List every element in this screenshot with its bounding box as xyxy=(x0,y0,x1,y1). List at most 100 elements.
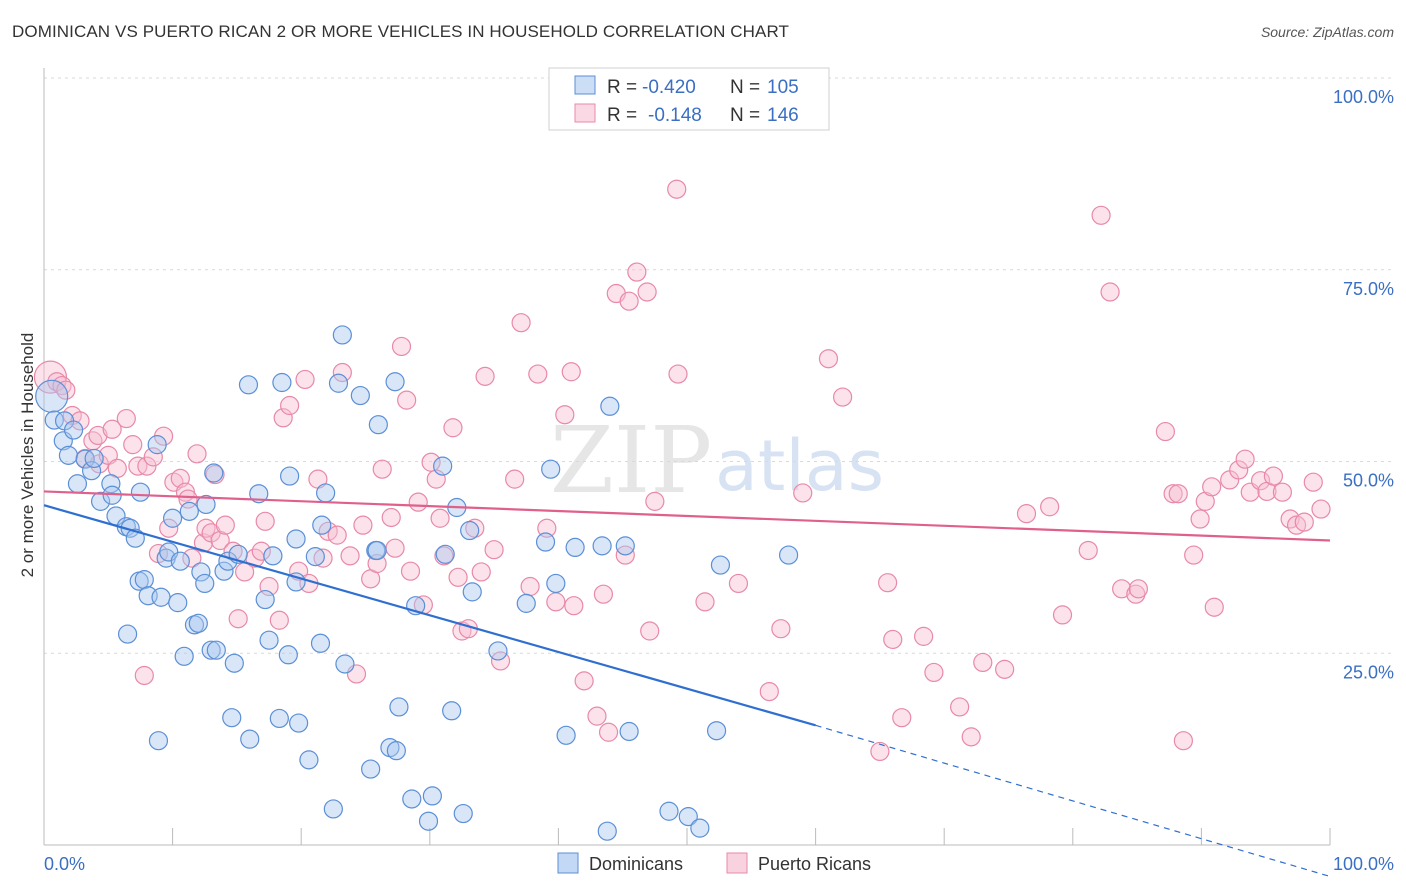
puerto-ricans-point xyxy=(1229,460,1249,480)
puerto-ricans-point xyxy=(88,425,108,446)
dominicans-point xyxy=(148,731,169,751)
dominicans-point xyxy=(332,325,352,345)
puerto-ricans-point xyxy=(883,629,903,650)
puerto-ricans-point xyxy=(182,548,202,568)
dominicans-point xyxy=(535,532,556,552)
dominicans-point xyxy=(81,461,102,481)
dominicans-point xyxy=(204,463,224,483)
dominicans-point xyxy=(460,520,480,541)
puerto-ricans-point xyxy=(528,364,548,384)
dominicans-point xyxy=(201,640,221,660)
bottom-legend-swatch-puerto-ricans xyxy=(726,852,748,874)
puerto-ricans-point xyxy=(546,592,566,612)
series-dominicans xyxy=(35,325,799,841)
puerto-ricans-point xyxy=(818,349,839,369)
dominicans-point xyxy=(222,708,242,728)
puerto-ricans-point xyxy=(1294,512,1314,532)
correlation-legend: R = -0.420 N = 105 R = -0.148 N = 146 xyxy=(548,67,830,131)
legend-r-value-1: -0.420 xyxy=(642,77,696,98)
dominicans-point xyxy=(263,546,283,566)
puerto-ricans-point xyxy=(353,515,373,535)
dominicans-point xyxy=(240,729,260,749)
puerto-ricans-point xyxy=(1126,584,1146,604)
puerto-ricans-point xyxy=(397,390,417,410)
puerto-ricans-point xyxy=(637,282,657,302)
dominicans-point xyxy=(453,803,473,824)
puerto-ricans-point xyxy=(1184,545,1204,565)
puerto-ricans-point xyxy=(205,464,225,485)
puerto-ricans-point xyxy=(228,609,248,629)
dominicans-point xyxy=(541,459,561,479)
puerto-ricans-point xyxy=(134,665,154,686)
puerto-ricans-point xyxy=(1052,605,1073,625)
dominicans-point xyxy=(280,466,300,486)
legend-box xyxy=(548,67,830,131)
puerto-ricans-point xyxy=(728,573,749,594)
y-tick-label: 50.0% xyxy=(1343,471,1394,491)
dominicans-trend-line xyxy=(43,504,816,727)
dominicans-point xyxy=(778,545,799,565)
puerto-ricans-point xyxy=(1204,597,1224,617)
puerto-ricans-point xyxy=(255,511,275,531)
dominicans-point xyxy=(402,789,422,809)
dominicans-point xyxy=(690,818,710,838)
dominicans-point xyxy=(35,379,69,413)
dominicans-point xyxy=(195,573,215,594)
puerto-ricans-point xyxy=(269,610,289,630)
puerto-ricans-point xyxy=(537,518,557,538)
dominicans-point xyxy=(367,540,387,561)
dominicans-point xyxy=(289,713,309,733)
puerto-ricans-point xyxy=(1163,484,1183,504)
puerto-ricans-point xyxy=(667,179,687,199)
dominicans-point xyxy=(179,501,199,521)
puerto-ricans-point xyxy=(98,445,118,465)
dominicans-point xyxy=(442,701,462,721)
legend-r-value-2: -0.148 xyxy=(648,105,702,126)
puerto-ricans-point xyxy=(340,546,360,566)
dominicans-point xyxy=(659,801,679,821)
puerto-ricans-trend-line xyxy=(43,490,1331,542)
puerto-ricans-point xyxy=(1155,421,1175,442)
dominicans-point xyxy=(90,491,111,511)
dominicans-point xyxy=(389,697,409,717)
dominicans-point xyxy=(299,750,319,770)
x-ticks xyxy=(43,828,1331,845)
dominicans-point xyxy=(335,654,355,674)
puerto-ricans-point xyxy=(408,492,428,512)
puerto-ricans-point xyxy=(187,444,207,464)
watermark-atlas: atlas xyxy=(715,425,884,507)
puerto-ricans-point xyxy=(759,681,779,702)
dominicans-point xyxy=(259,630,279,650)
puerto-ricans-point xyxy=(273,408,293,428)
puerto-ricans-point xyxy=(1202,477,1222,497)
puerto-ricans-point xyxy=(961,727,981,747)
puerto-ricans-point xyxy=(878,573,898,593)
dominicans-point xyxy=(565,537,585,558)
dominicans-point xyxy=(433,456,453,476)
dominicans-point xyxy=(546,573,566,594)
chart-title: DOMINICAN VS PUERTO RICAN 2 OR MORE VEHI… xyxy=(12,22,790,41)
dominicans-point xyxy=(163,508,183,528)
dominicans-point xyxy=(600,396,620,416)
puerto-ricans-point xyxy=(950,697,970,717)
puerto-ricans-point xyxy=(1128,579,1148,599)
dominicans-point xyxy=(316,483,336,503)
puerto-ricans-point xyxy=(1272,482,1293,502)
puerto-ricans-point xyxy=(1112,579,1132,599)
puerto-ricans-point xyxy=(914,626,934,646)
puerto-ricans-point xyxy=(771,619,791,639)
dominicans-point xyxy=(556,725,576,745)
puerto-ricans-point xyxy=(295,369,315,390)
puerto-ricans-point xyxy=(520,576,540,597)
dominicans-point xyxy=(592,536,612,556)
dominicans-point xyxy=(350,385,370,406)
puerto-ricans-point xyxy=(973,652,993,673)
dominicans-point xyxy=(597,821,617,841)
dominicans-point xyxy=(368,415,388,435)
puerto-ricans-point xyxy=(668,364,688,384)
puerto-ricans-point xyxy=(564,596,584,616)
legend-n-label-1: N = xyxy=(730,77,760,98)
dominicans-point xyxy=(386,741,406,761)
puerto-ricans-point xyxy=(400,561,421,581)
